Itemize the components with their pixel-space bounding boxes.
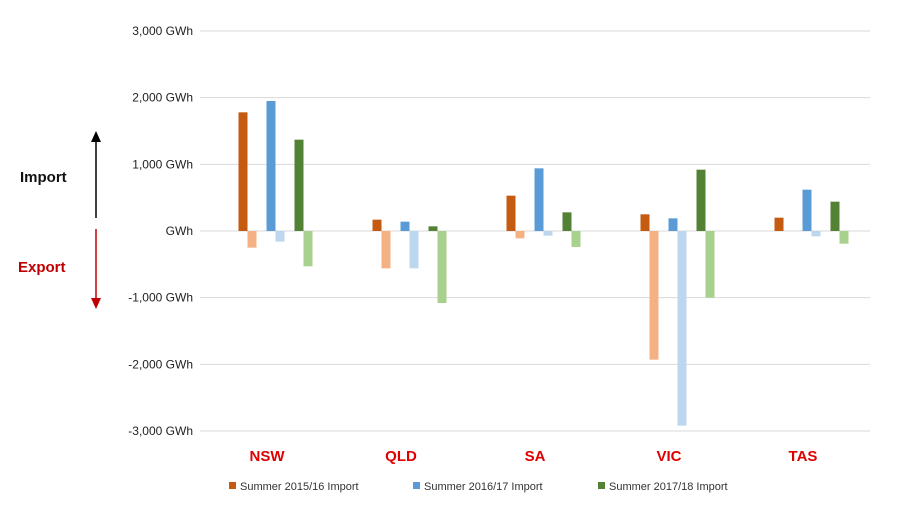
bar-qld-export bbox=[409, 231, 419, 269]
bar-vic-import bbox=[640, 214, 650, 231]
bar-tas-import bbox=[830, 201, 840, 231]
category-label: QLD bbox=[385, 448, 417, 465]
legend-label: Summer 2015/16 Import bbox=[240, 481, 359, 493]
bar-nsw-import bbox=[266, 101, 276, 231]
legend-label: Summer 2017/18 Import bbox=[609, 481, 728, 493]
bar-sa-export bbox=[543, 231, 553, 236]
bar-nsw-export bbox=[303, 231, 313, 267]
import-export-indicator: Import Export bbox=[18, 131, 101, 309]
export-arrow-head bbox=[91, 298, 101, 309]
bar-sa-export bbox=[571, 231, 581, 247]
legend-swatch bbox=[413, 482, 420, 489]
legend: Summer 2015/16 Import Summer 2016/17 Impo… bbox=[229, 481, 728, 493]
import-label: Import bbox=[20, 169, 67, 186]
bar-qld-export bbox=[381, 231, 391, 269]
y-tick-label: -2,000 GWh bbox=[128, 357, 193, 371]
bar-vic-export bbox=[705, 231, 715, 298]
y-tick-label: 3,000 GWh bbox=[132, 24, 193, 38]
y-tick-label: 2,000 GWh bbox=[132, 91, 193, 105]
category-labels: NSW QLD SA VIC TAS bbox=[250, 448, 818, 465]
bar-sa-export bbox=[515, 231, 525, 239]
legend-swatch bbox=[229, 482, 236, 489]
bar-vic-export bbox=[649, 231, 659, 360]
export-label: Export bbox=[18, 259, 66, 276]
bar-nsw-export bbox=[275, 231, 285, 242]
category-label: NSW bbox=[250, 448, 286, 465]
bar-tas-import bbox=[802, 189, 812, 231]
bar-nsw-export bbox=[247, 231, 257, 248]
bar-sa-import bbox=[562, 212, 572, 231]
bar-sa-import bbox=[506, 195, 516, 231]
y-tick-label: 1,000 GWh bbox=[132, 157, 193, 171]
bar-sa-import bbox=[534, 168, 544, 231]
bar-tas-import bbox=[774, 217, 784, 231]
bar-nsw-import bbox=[238, 112, 248, 231]
y-tick-label: -1,000 GWh bbox=[128, 291, 193, 305]
y-tick-label: -3,000 GWh bbox=[128, 424, 193, 438]
legend-swatch bbox=[598, 482, 605, 489]
bar-tas-export bbox=[839, 231, 849, 244]
bar-qld-export bbox=[437, 231, 447, 303]
y-tick-label: GWh bbox=[166, 224, 193, 238]
category-label: TAS bbox=[789, 448, 818, 465]
y-axis-tick-labels: 3,000 GWh 2,000 GWh 1,000 GWh GWh -1,000 GWh… bbox=[128, 24, 193, 438]
bar-nsw-import bbox=[294, 139, 304, 231]
bar-qld-import bbox=[400, 221, 410, 231]
bars bbox=[238, 101, 849, 426]
bar-qld-import bbox=[372, 219, 382, 231]
bar-vic-import bbox=[696, 169, 706, 231]
bar-vic-import bbox=[668, 218, 678, 231]
category-label: VIC bbox=[656, 448, 681, 465]
bar-vic-export bbox=[677, 231, 687, 426]
bar-tas-export bbox=[811, 231, 821, 237]
bar-qld-import bbox=[428, 226, 438, 231]
legend-label: Summer 2016/17 Import bbox=[424, 481, 543, 493]
import-arrow-head bbox=[91, 131, 101, 142]
category-label: SA bbox=[525, 448, 546, 465]
